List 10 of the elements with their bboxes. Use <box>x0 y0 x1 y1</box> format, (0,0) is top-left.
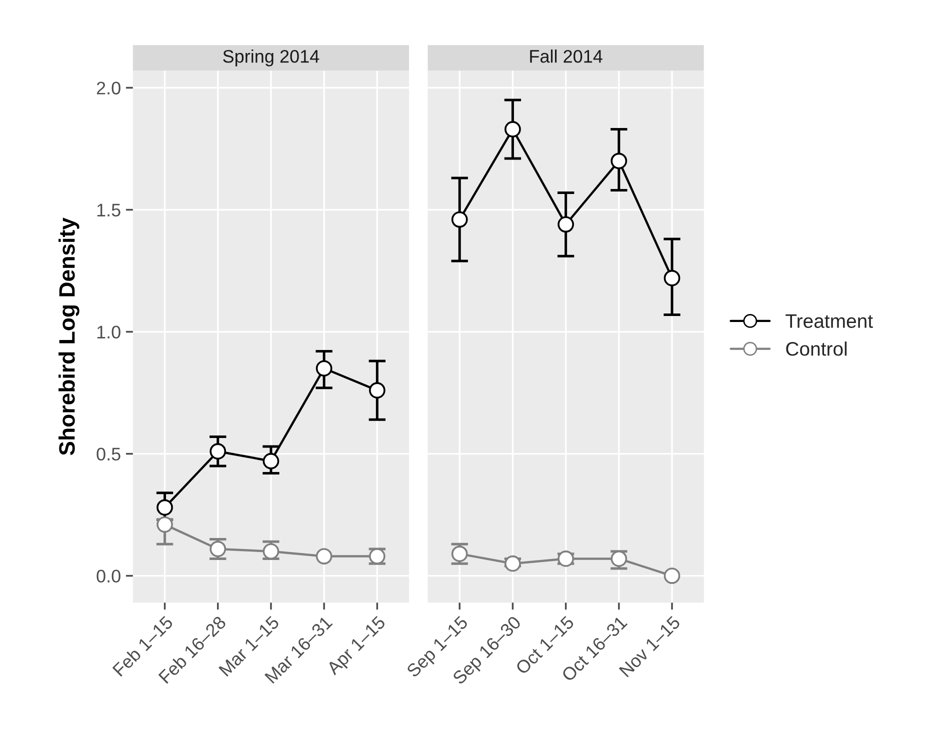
y-tick-label: 0.0 <box>96 570 120 583</box>
y-tick-label: 1.0 <box>97 326 120 338</box>
legend-label: Control <box>786 342 847 356</box>
y-tick-label: 2.0 <box>96 82 120 94</box>
y-axis-title: Shorebird Log Density <box>58 218 80 456</box>
y-tick-label: 1.5 <box>97 204 120 216</box>
chart-title: Fall 2014 <box>530 49 602 63</box>
legend-label: Treatment <box>786 314 873 328</box>
y-tick-label: 0.5 <box>96 448 120 461</box>
chart-title: Spring 2014 <box>223 49 320 66</box>
